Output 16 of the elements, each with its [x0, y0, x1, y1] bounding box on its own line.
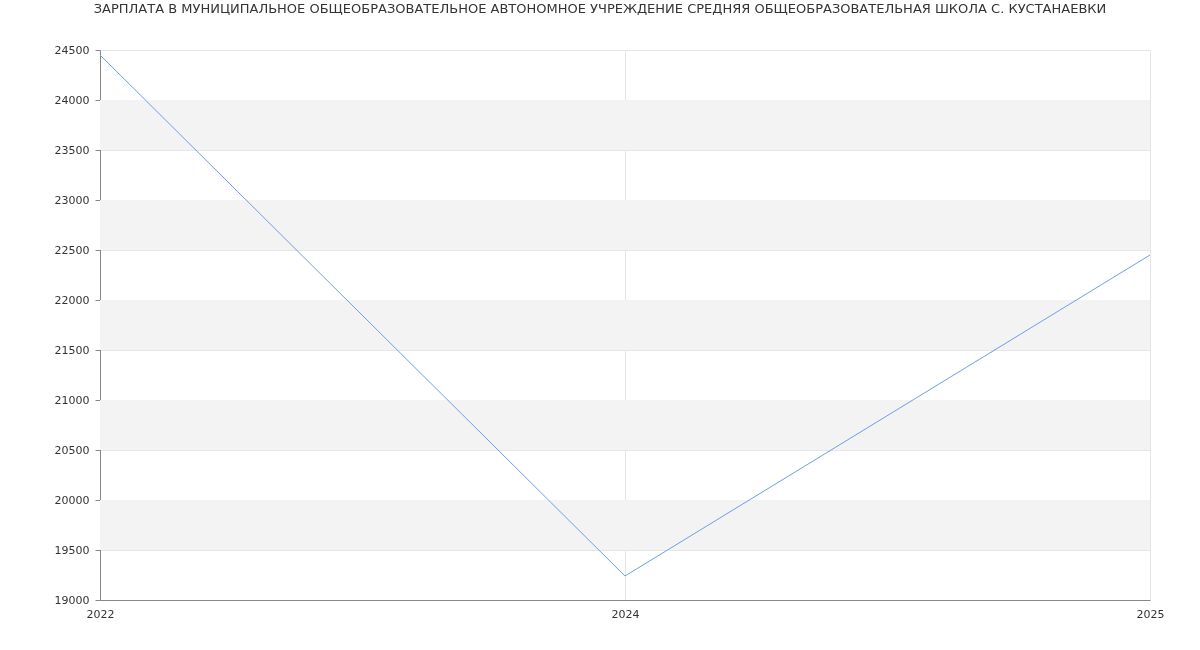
y-tick-label: 22500 — [54, 243, 90, 257]
y-tick-label: 24000 — [54, 93, 90, 107]
x-tick-label: 2025 — [1136, 607, 1165, 621]
y-tick-label: 23500 — [54, 143, 90, 157]
y-tick-label: 22000 — [54, 293, 90, 307]
y-tick-label: 21500 — [54, 343, 90, 357]
y-tick-label: 23000 — [54, 193, 90, 207]
y-tick-label: 24500 — [54, 43, 90, 57]
y-tick-label: 21000 — [54, 393, 90, 407]
x-tick-label: 2024 — [611, 607, 640, 621]
y-tick-label: 19000 — [54, 593, 90, 607]
y-tick-label: 20000 — [54, 493, 90, 507]
y-tick-label: 20500 — [54, 443, 90, 457]
x-tick-label: 2022 — [86, 607, 115, 621]
chart-title: ЗАРПЛАТА В МУНИЦИПАЛЬНОЕ ОБЩЕОБРАЗОВАТЕЛЬНОЕ АВТОНОМНОЕ УЧРЕЖДЕНИЕ СРЕДНЯЯ ОБЩЕОБРАЗОВАТЕЛЬНАЯ ШКОЛА С. КУСТАНАЕВКИ — [93, 1, 1107, 16]
y-tick-label: 19500 — [54, 543, 90, 557]
